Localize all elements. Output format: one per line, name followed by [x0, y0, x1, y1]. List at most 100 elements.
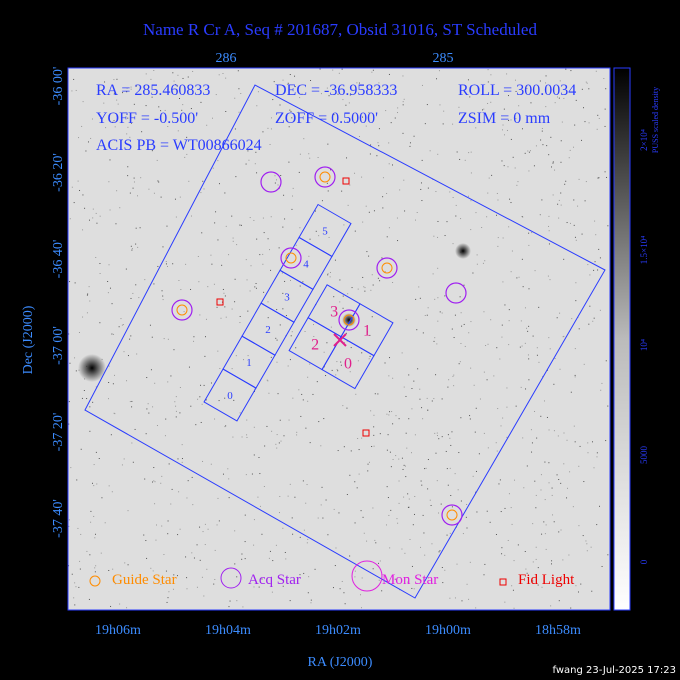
- noise-dot: [280, 440, 282, 442]
- noise-dot: [229, 600, 231, 602]
- noise-dot: [210, 254, 212, 256]
- noise-dot: [246, 434, 248, 436]
- noise-dot: [204, 523, 206, 525]
- noise-dot: [408, 498, 410, 500]
- noise-dot: [354, 481, 356, 483]
- noise-dot: [166, 601, 168, 603]
- noise-dot: [131, 406, 133, 408]
- noise-dot: [366, 540, 368, 542]
- noise-dot: [476, 254, 478, 256]
- noise-dot: [475, 127, 477, 129]
- noise-dot: [384, 271, 386, 273]
- noise-dot: [181, 461, 183, 463]
- noise-dot: [111, 491, 113, 493]
- noise-dot: [516, 277, 518, 279]
- noise-dot: [373, 426, 375, 428]
- noise-dot: [594, 220, 596, 222]
- noise-dot: [469, 561, 471, 563]
- noise-dot: [469, 96, 471, 98]
- noise-dot: [179, 528, 181, 530]
- noise-dot: [520, 386, 522, 388]
- noise-dot: [210, 382, 212, 384]
- noise-dot: [259, 473, 261, 475]
- noise-dot: [527, 150, 529, 152]
- noise-dot: [131, 248, 133, 250]
- noise-dot: [151, 96, 153, 98]
- noise-dot: [95, 256, 97, 258]
- noise-dot: [403, 464, 405, 466]
- noise-dot: [123, 458, 125, 460]
- noise-dot: [257, 496, 259, 498]
- noise-dot: [256, 238, 258, 240]
- noise-dot: [577, 591, 579, 593]
- noise-dot: [550, 136, 552, 138]
- noise-dot: [545, 75, 547, 77]
- noise-dot: [313, 335, 315, 337]
- noise-dot: [176, 575, 178, 577]
- noise-dot: [420, 480, 422, 482]
- noise-dot: [503, 165, 505, 167]
- noise-dot: [127, 166, 129, 168]
- noise-dot: [387, 497, 389, 499]
- noise-dot: [298, 171, 300, 173]
- noise-dot: [130, 88, 132, 90]
- x-tick: 19h00m: [425, 623, 471, 638]
- noise-dot: [333, 508, 335, 510]
- noise-dot: [543, 400, 545, 402]
- noise-dot: [382, 177, 384, 179]
- noise-dot: [575, 585, 577, 587]
- noise-dot: [135, 284, 137, 286]
- noise-dot: [528, 288, 530, 290]
- noise-dot: [413, 135, 415, 137]
- noise-dot: [157, 180, 159, 182]
- noise-dot: [234, 301, 236, 303]
- noise-dot: [354, 576, 356, 578]
- noise-dot: [490, 101, 492, 103]
- noise-dot: [80, 533, 82, 535]
- noise-dot: [368, 358, 370, 360]
- noise-dot: [76, 479, 78, 481]
- noise-dot: [108, 485, 110, 487]
- noise-dot: [334, 259, 336, 261]
- top-tick: 285: [433, 51, 454, 66]
- noise-dot: [528, 170, 530, 172]
- noise-dot: [504, 601, 506, 603]
- noise-dot: [161, 475, 163, 477]
- noise-dot: [470, 367, 472, 369]
- noise-dot: [124, 562, 126, 564]
- noise-dot: [167, 533, 169, 535]
- noise-dot: [563, 97, 565, 99]
- noise-dot: [566, 487, 568, 489]
- noise-dot: [172, 72, 174, 74]
- noise-dot: [488, 177, 490, 179]
- noise-dot: [130, 86, 132, 88]
- noise-dot: [100, 552, 102, 554]
- noise-dot: [502, 417, 504, 419]
- info-text: ACIS PB = WT00866024: [96, 137, 262, 154]
- noise-dot: [454, 473, 456, 475]
- noise-dot: [558, 97, 560, 99]
- noise-dot: [330, 169, 332, 171]
- noise-dot: [583, 481, 585, 483]
- noise-dot: [121, 139, 123, 141]
- noise-dot: [246, 419, 248, 421]
- noise-dot: [582, 535, 584, 537]
- info-text: ZOFF = 0.5000': [275, 110, 378, 127]
- noise-dot: [603, 78, 605, 80]
- noise-dot: [203, 595, 205, 597]
- noise-dot: [170, 503, 172, 505]
- noise-dot: [107, 280, 109, 282]
- noise-dot: [574, 236, 576, 238]
- noise-dot: [301, 393, 303, 395]
- noise-dot: [282, 527, 284, 529]
- noise-dot: [332, 69, 334, 71]
- noise-dot: [502, 237, 504, 239]
- noise-dot: [87, 293, 89, 295]
- noise-dot: [139, 227, 141, 229]
- noise-dot: [557, 203, 559, 205]
- noise-dot: [376, 155, 378, 157]
- noise-dot: [147, 403, 149, 405]
- noise-dot: [269, 143, 271, 145]
- noise-dot: [320, 504, 322, 506]
- noise-dot: [211, 263, 213, 265]
